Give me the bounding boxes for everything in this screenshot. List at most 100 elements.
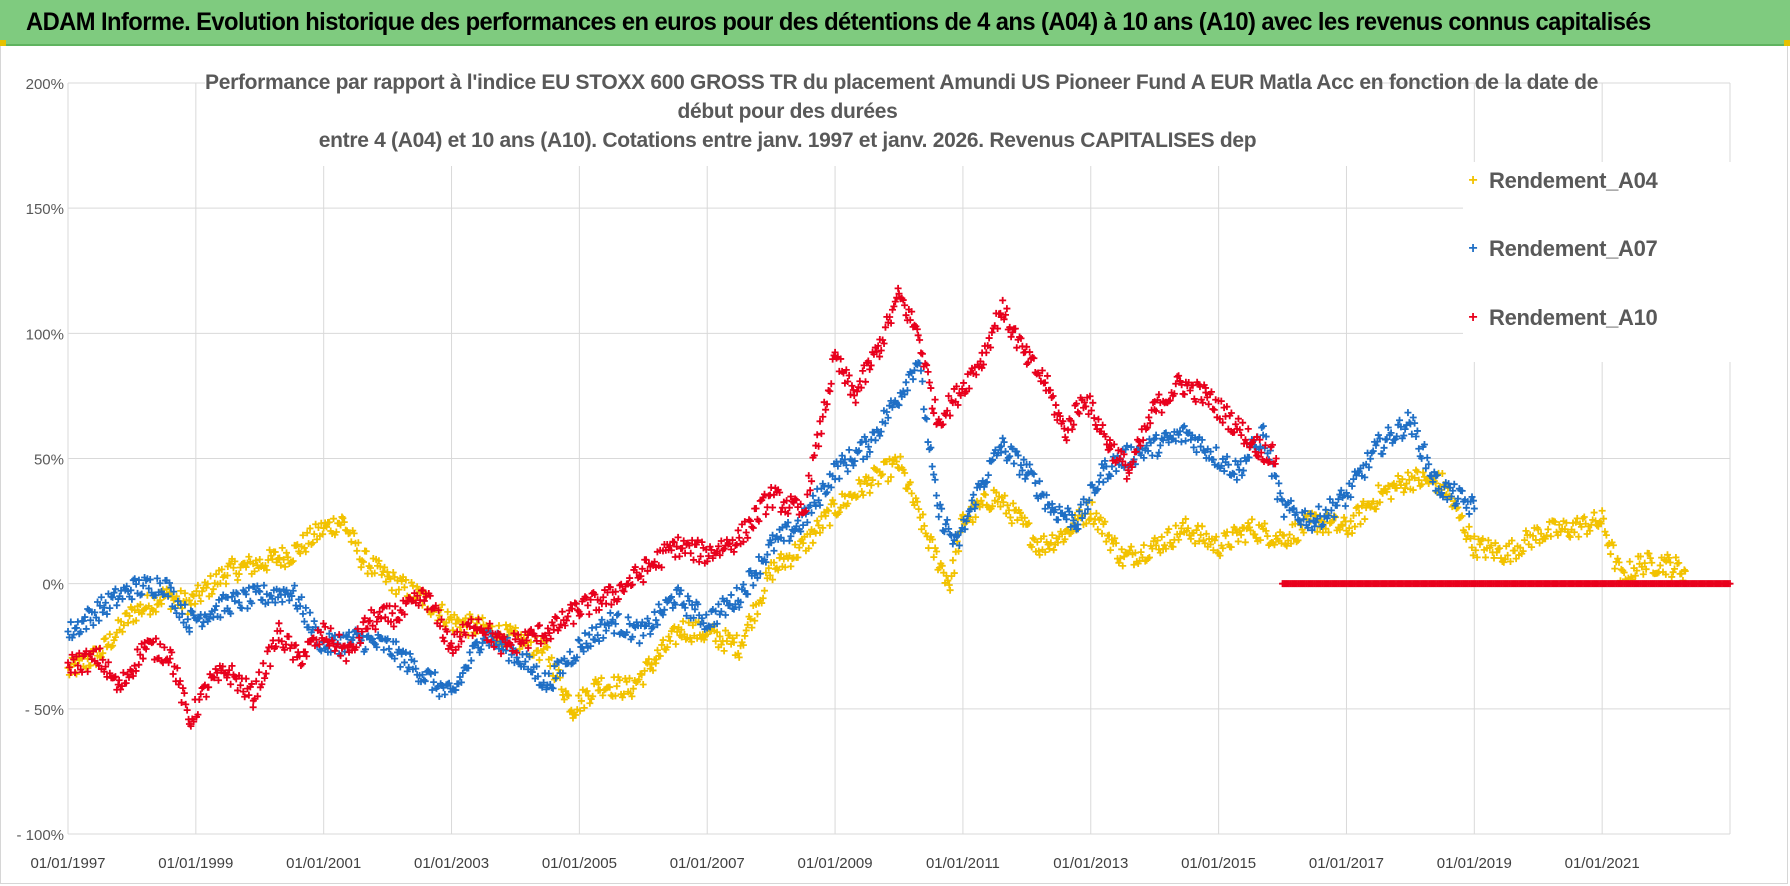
series-rendement-a10-point xyxy=(1006,323,1014,331)
series-rendement-a04-point xyxy=(1470,532,1478,540)
series-rendement-a04-point xyxy=(1006,513,1014,521)
series-rendement-a07-point xyxy=(1301,507,1309,515)
series-rendement-a10-point xyxy=(730,548,738,556)
series-rendement-a07-point xyxy=(160,590,168,598)
series-rendement-a10-point xyxy=(103,673,111,681)
series-rendement-a07-point xyxy=(1315,503,1323,511)
legend-marker-a07: + xyxy=(1468,240,1478,257)
series-rendement-a07-point xyxy=(769,531,777,539)
series-rendement-a10-point xyxy=(366,617,374,625)
series-rendement-a04-point xyxy=(1425,480,1433,488)
series-rendement-a04-point xyxy=(855,476,863,484)
series-rendement-a07-point xyxy=(1276,489,1284,497)
series-rendement-a07-point xyxy=(1107,472,1115,480)
series-rendement-a07-point xyxy=(989,456,997,464)
series-rendement-a10-point xyxy=(673,543,681,551)
series-rendement-a07-point xyxy=(128,595,136,603)
series-rendement-a07-point xyxy=(699,619,707,627)
series-rendement-a07-point xyxy=(727,591,735,599)
series-rendement-a10-point xyxy=(1135,437,1143,445)
series-rendement-a10-point xyxy=(918,350,926,358)
series-rendement-a04-point xyxy=(72,670,80,678)
series-rendement-a04-point xyxy=(649,666,657,674)
series-rendement-a07-point xyxy=(1143,442,1151,450)
series-rendement-a07-point xyxy=(1078,514,1086,522)
series-rendement-a04-point xyxy=(1400,488,1408,496)
series-rendement-a07-point xyxy=(628,633,636,641)
series-rendement-a04-point xyxy=(252,557,260,565)
series-rendement-a04-point xyxy=(626,674,633,682)
series-rendement-a04-point xyxy=(177,587,185,595)
series-rendement-a07-point xyxy=(145,584,153,592)
series-rendement-a04-point xyxy=(1145,554,1153,562)
series-rendement-a04-point xyxy=(912,494,920,502)
series-rendement-a04-point xyxy=(1577,523,1585,531)
series-rendement-a10-point xyxy=(160,643,168,651)
series-rendement-a10-point xyxy=(252,677,260,685)
series-rendement-a04-point xyxy=(1590,509,1598,517)
series-rendement-a04-point xyxy=(641,667,649,675)
series-rendement-a10-point xyxy=(769,504,777,512)
series-rendement-a07-point xyxy=(1155,449,1163,457)
series-rendement-a04-point xyxy=(576,707,584,715)
series-rendement-a07-point xyxy=(587,642,595,650)
series-rendement-a10-point xyxy=(142,645,150,653)
series-rendement-a10-point xyxy=(606,583,614,591)
series-rendement-a07-point xyxy=(784,519,792,527)
series-rendement-a10-point xyxy=(567,601,575,609)
series-rendement-a10-point xyxy=(285,633,293,641)
series-rendement-a04-point xyxy=(742,626,750,634)
series-rendement-a07-point xyxy=(300,618,308,626)
series-rendement-a04-point xyxy=(1193,526,1200,534)
series-rendement-a10-point xyxy=(1158,408,1166,416)
series-rendement-a07-point xyxy=(1159,436,1167,444)
series-rendement-a10-point xyxy=(551,613,559,621)
series-rendement-a10-point xyxy=(873,348,881,356)
series-rendement-a10-point xyxy=(119,669,127,677)
series-rendement-a10-point xyxy=(823,400,831,408)
series-rendement-a04-point xyxy=(1366,503,1374,511)
series-rendement-a04-point xyxy=(99,649,107,657)
series-rendement-a10-point xyxy=(1053,416,1061,424)
series-rendement-a07-point xyxy=(560,655,568,663)
series-rendement-a10-point xyxy=(262,670,270,678)
series-rendement-a07-point xyxy=(1272,472,1280,480)
series-rendement-a07-point xyxy=(1220,467,1228,475)
series-rendement-a07-point xyxy=(1123,442,1131,450)
series-rendement-a04-point xyxy=(1528,543,1536,551)
y-tick-label: 200% xyxy=(26,76,64,93)
series-rendement-a04-point xyxy=(931,544,939,552)
series-rendement-a04-point xyxy=(157,600,165,608)
series-rendement-a07-point xyxy=(1365,463,1373,471)
series-rendement-a10-point xyxy=(531,632,539,640)
series-rendement-a10-point xyxy=(667,546,675,554)
series-rendement-a10-point xyxy=(455,643,463,651)
series-rendement-a10-point xyxy=(176,677,184,685)
series-rendement-a04-point xyxy=(1008,519,1016,527)
series-rendement-a07-point xyxy=(987,457,995,465)
series-rendement-a07-point xyxy=(1443,496,1451,504)
series-rendement-a10-point xyxy=(321,623,329,631)
series-rendement-a04-point xyxy=(920,522,928,530)
series-rendement-a07-point xyxy=(421,677,429,685)
series-rendement-a04-point xyxy=(306,524,314,532)
series-rendement-a07-point xyxy=(567,660,575,668)
series-rendement-a04-point xyxy=(256,555,264,563)
series-rendement-a04-point xyxy=(896,453,904,461)
series-rendement-a04-point xyxy=(816,529,824,537)
series-rendement-a07-point xyxy=(146,576,154,584)
series-rendement-a10-point xyxy=(1017,334,1025,342)
series-rendement-a07-point xyxy=(733,584,741,592)
series-rendement-a04-point xyxy=(748,624,756,632)
series-rendement-a07-point xyxy=(253,582,261,590)
series-rendement-a04-point xyxy=(716,632,724,640)
series-rendement-a10-point xyxy=(395,616,403,624)
series-rendement-a07-point xyxy=(799,521,807,529)
series-rendement-a04-point xyxy=(382,578,390,586)
series-rendement-a10-point xyxy=(572,600,580,608)
series-rendement-a10-point xyxy=(169,670,177,678)
series-rendement-a07-point xyxy=(1062,515,1070,523)
series-rendement-a07-point xyxy=(744,590,752,598)
series-rendement-a04-point xyxy=(1105,531,1113,539)
series-rendement-a10-point xyxy=(1132,448,1140,456)
